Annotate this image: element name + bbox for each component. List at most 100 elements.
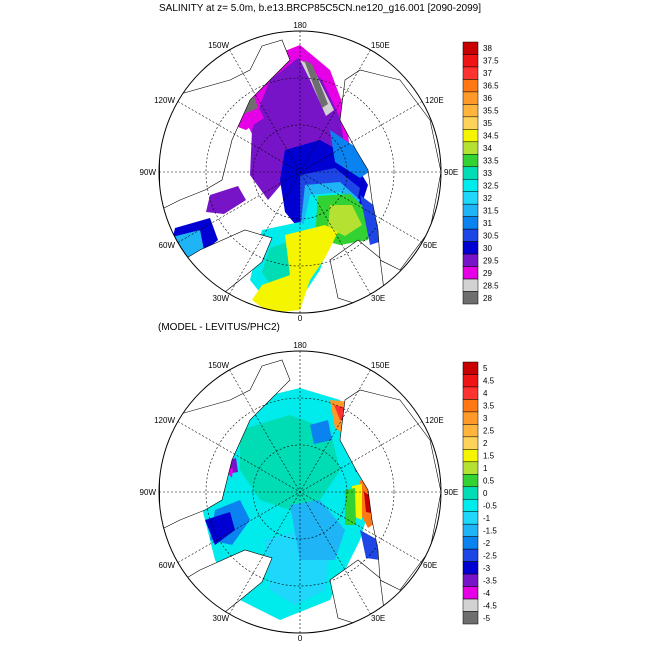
bottom-colorbar-swatch xyxy=(462,498,479,512)
bottom-colorbar-label: 1 xyxy=(483,464,488,473)
bottom-lon-labels: 180 150E 120E 90E 60E 30E 0 30W 60W 90W … xyxy=(140,341,459,643)
bottom-colorbar: 5 4.5 4 3.5 3 2.5 2 1.5 1 0.5 0 -0.5 -1 -1.5 -2 -2.5 -3 -… xyxy=(462,361,497,625)
bottom-map-title: (MODEL - LEVITUS/PHC2) xyxy=(158,322,280,333)
top-colorbar-label: 34 xyxy=(483,144,492,153)
top-colorbar-label: 37.5 xyxy=(483,57,499,66)
top-colorbar-label: 28 xyxy=(483,294,492,303)
top-colorbar-label: 33 xyxy=(483,169,492,178)
bottom-polar-map: 180 150E 120E 90E 60E 30E 0 30W 60W 90W … xyxy=(140,341,459,643)
top-colorbar-label: 32.5 xyxy=(483,181,499,190)
top-colorbar-label: 35 xyxy=(483,119,492,128)
bottom-colorbar-swatch xyxy=(462,586,479,600)
top-colorbar-swatch xyxy=(462,41,479,55)
top-polar-map: 180 150E 120E 90E 60E 30E 0 30W 60W 90W … xyxy=(140,21,459,323)
bottom-lon-60e: 60E xyxy=(423,561,437,570)
bottom-colorbar-label: -1 xyxy=(483,514,491,523)
bottom-colorbar-swatch xyxy=(462,461,479,475)
top-colorbar-label: 31.5 xyxy=(483,206,499,215)
top-colorbar-swatch xyxy=(462,203,479,217)
top-lon-90e: 90E xyxy=(444,168,458,177)
bottom-difference-field xyxy=(159,359,441,626)
bottom-map-border xyxy=(158,350,442,634)
top-lon-150w: 150W xyxy=(208,41,229,50)
top-lon-60w: 60W xyxy=(159,241,176,250)
top-colorbar-swatch xyxy=(462,291,479,305)
bottom-colorbar-swatch xyxy=(462,573,479,587)
bottom-colorbar-label: 5 xyxy=(483,364,488,373)
bottom-colorbar-label: -3 xyxy=(483,564,491,573)
bottom-colorbar-label: 3 xyxy=(483,414,488,423)
top-colorbar-swatch xyxy=(462,266,479,280)
top-colorbar-label: 32 xyxy=(483,194,492,203)
bottom-colorbar-label: -2 xyxy=(483,539,491,548)
top-colorbar-label: 29 xyxy=(483,269,492,278)
top-colorbar-swatch xyxy=(462,216,479,230)
top-colorbar-label: 33.5 xyxy=(483,157,499,166)
top-colorbar-swatch xyxy=(462,178,479,192)
bottom-lon-90w: 90W xyxy=(140,488,157,497)
top-lon-150e: 150E xyxy=(371,41,390,50)
bottom-lon-90e: 90E xyxy=(444,488,458,497)
bottom-colorbar-swatch xyxy=(462,611,479,625)
bottom-colorbar-label: 0 xyxy=(483,489,488,498)
top-colorbar-swatch xyxy=(462,278,479,292)
top-colorbar-label: 38 xyxy=(483,44,492,53)
top-colorbar-label: 37 xyxy=(483,69,492,78)
top-colorbar-swatch xyxy=(462,129,479,143)
bottom-colorbar-swatch xyxy=(462,436,479,450)
top-colorbar-swatch xyxy=(462,154,479,168)
bottom-lon-60w: 60W xyxy=(159,561,176,570)
top-colorbar-swatch xyxy=(462,141,479,155)
bottom-lon-120e: 120E xyxy=(425,416,444,425)
bottom-lon-30w: 30W xyxy=(213,614,230,623)
bottom-colorbar-swatch xyxy=(462,474,479,488)
top-lon-120w: 120W xyxy=(154,96,175,105)
top-colorbar-swatch xyxy=(462,116,479,130)
top-lon-90w: 90W xyxy=(140,168,157,177)
top-lon-0: 0 xyxy=(298,314,303,323)
bottom-colorbar-swatch xyxy=(462,523,479,537)
bottom-lon-150e: 150E xyxy=(371,361,390,370)
top-colorbar-label: 34.5 xyxy=(483,132,499,141)
bottom-colorbar-label: 4 xyxy=(483,389,488,398)
bottom-colorbar-swatch xyxy=(462,449,479,463)
bottom-graticule xyxy=(159,351,441,633)
bottom-colorbar-label: -2.5 xyxy=(483,551,497,560)
bottom-colorbar-swatch xyxy=(462,374,479,388)
top-salinity-field xyxy=(159,39,441,313)
top-colorbar: 38 37.5 37 36.5 36 35.5 35 34.5 34 33.5 33 32.5 32 31… xyxy=(462,41,499,305)
bottom-lon-0: 0 xyxy=(298,634,303,643)
top-colorbar-swatch xyxy=(462,191,479,205)
top-lon-labels: 180 150E 120E 90E 60E 30E 0 30W 60W 90W … xyxy=(140,21,459,323)
bottom-colorbar-label: -3.5 xyxy=(483,576,497,585)
top-lon-30e: 30E xyxy=(371,294,385,303)
bottom-colorbar-swatch xyxy=(462,386,479,400)
bottom-colorbar-label: -1.5 xyxy=(483,526,497,535)
bottom-colorbar-label: -4 xyxy=(483,589,491,598)
bottom-colorbar-label: 2 xyxy=(483,439,488,448)
bottom-colorbar-swatch xyxy=(462,511,479,525)
top-map-border xyxy=(158,30,442,314)
top-graticule xyxy=(159,31,441,313)
bottom-colorbar-label: 0.5 xyxy=(483,477,495,486)
top-colorbar-label: 28.5 xyxy=(483,281,499,290)
bottom-lon-150w: 150W xyxy=(208,361,229,370)
bottom-colorbar-swatch xyxy=(462,399,479,413)
top-colorbar-label: 29.5 xyxy=(483,256,499,265)
top-colorbar-swatch xyxy=(462,166,479,180)
bottom-colorbar-swatch xyxy=(462,561,479,575)
top-colorbar-swatch xyxy=(462,253,479,267)
top-lon-180: 180 xyxy=(293,21,307,30)
top-colorbar-label: 30.5 xyxy=(483,231,499,240)
top-colorbar-swatch xyxy=(462,54,479,68)
top-colorbar-swatch xyxy=(462,228,479,242)
top-colorbar-label: 30 xyxy=(483,244,492,253)
top-colorbar-swatch xyxy=(462,241,479,255)
top-colorbar-label: 35.5 xyxy=(483,107,499,116)
bottom-lon-30e: 30E xyxy=(371,614,385,623)
top-colorbar-label: 36.5 xyxy=(483,82,499,91)
bottom-lon-180: 180 xyxy=(293,341,307,350)
top-map-title: SALINITY at z= 5.0m, b.e13.BRCP85C5CN.ne… xyxy=(159,3,481,14)
bottom-colorbar-swatch xyxy=(462,411,479,425)
